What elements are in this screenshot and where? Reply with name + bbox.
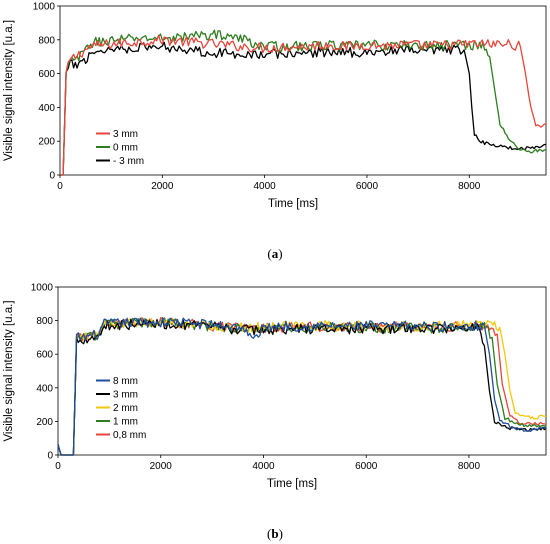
a-tick-labels: 0 200 400 600 800 1000 0 2000 4000 6000 8000 bbox=[33, 2, 481, 193]
a-x-tick-label: 2000 bbox=[151, 181, 174, 192]
panel-a: 0 200 400 600 800 1000 0 2000 4000 6000 8000 Time … bbox=[3, 2, 547, 261]
b-legend-label: 3 mm bbox=[113, 390, 138, 401]
b-legend-label: 2 mm bbox=[113, 403, 138, 414]
a-x-axis-label: Time [ms] bbox=[268, 198, 318, 210]
b-y-tick-label: 400 bbox=[36, 383, 53, 394]
a-legend-label: 0 mm bbox=[113, 143, 138, 154]
a-plot-area bbox=[59, 5, 547, 176]
a-x-tick-label: 8000 bbox=[458, 181, 481, 192]
b-series-group bbox=[57, 317, 547, 456]
b-tick-labels: 0 200 400 600 800 1000 0 2000 4000 6000 8000 bbox=[31, 283, 481, 473]
b-x-tick-label: 4000 bbox=[252, 461, 275, 472]
b-x-tick-label: 2000 bbox=[150, 461, 173, 472]
b-legend-label: 1 mm bbox=[113, 417, 138, 428]
a-y-tick-label: 800 bbox=[38, 35, 55, 46]
b-series-line-3 bbox=[57, 317, 547, 456]
b-caption: (b) bbox=[267, 526, 283, 541]
b-y-tick-label: 800 bbox=[36, 316, 53, 327]
b-y-tick-label: 200 bbox=[36, 417, 53, 428]
a-x-tick-label: 4000 bbox=[254, 181, 277, 192]
b-x-tick-label: 0 bbox=[55, 461, 61, 472]
a-series-line-1 bbox=[60, 34, 547, 176]
a-caption: (a) bbox=[267, 246, 282, 261]
b-y-tick-label: 1000 bbox=[31, 283, 54, 294]
a-y-tick-label: 200 bbox=[38, 137, 55, 148]
a-series-line-3 bbox=[60, 41, 547, 176]
panel-b: 0 200 400 600 800 1000 0 2000 4000 6000 8000 Time … bbox=[3, 283, 547, 541]
a-legend: 3 mm 0 mm - 3 mm bbox=[96, 129, 144, 167]
b-x-tick-label: 8000 bbox=[458, 461, 481, 472]
a-x-tick-label: 6000 bbox=[356, 181, 379, 192]
a-y-tick-label: 400 bbox=[38, 103, 55, 114]
a-plot-frame bbox=[59, 5, 547, 176]
b-y-tick-label: 0 bbox=[47, 451, 53, 462]
a-legend-label: 3 mm bbox=[113, 129, 138, 140]
b-plot-frame bbox=[57, 286, 547, 456]
b-legend-label: 8 mm bbox=[113, 376, 138, 387]
a-y-tick-label: 600 bbox=[38, 69, 55, 80]
b-legend-label: 0,8 mm bbox=[113, 430, 146, 441]
a-y-axis-label: Visible signal intensity [u.a.] bbox=[3, 20, 15, 161]
b-x-tick-label: 6000 bbox=[355, 461, 378, 472]
b-series-line-1 bbox=[57, 317, 547, 456]
a-y-tick-label: 1000 bbox=[33, 2, 56, 13]
b-y-axis-label: Visible signal intensity [u.a.] bbox=[3, 300, 15, 441]
b-legend: 8 mm 3 mm 2 mm 1 mm 0,8 mm bbox=[96, 376, 146, 441]
a-series-group bbox=[60, 29, 547, 176]
a-x-tick-label: 0 bbox=[57, 181, 63, 192]
b-plot-area bbox=[57, 286, 547, 456]
b-series-line-2 bbox=[57, 318, 547, 456]
a-y-tick-label: 0 bbox=[49, 171, 55, 182]
b-y-tick-label: 600 bbox=[36, 350, 53, 361]
a-legend-label: - 3 mm bbox=[113, 156, 144, 167]
b-x-axis-label: Time [ms] bbox=[267, 478, 317, 490]
